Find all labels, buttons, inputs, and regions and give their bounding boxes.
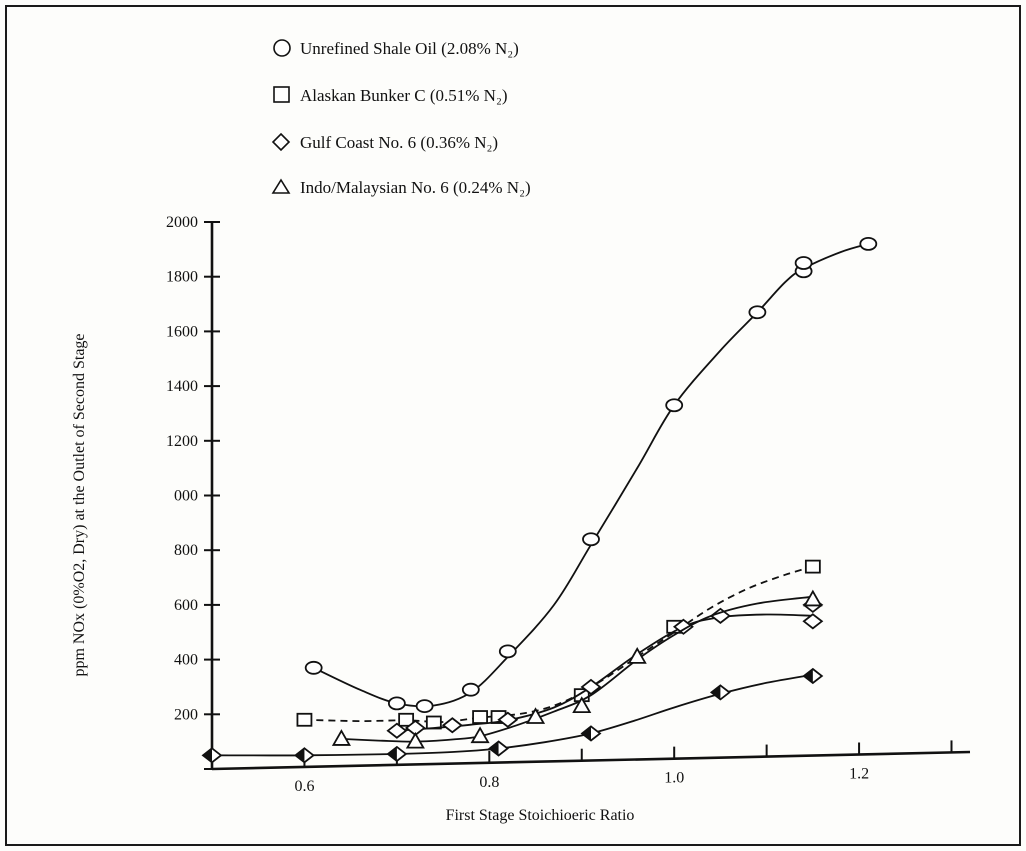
y-tick-label: 2000: [166, 214, 198, 231]
data-point-circle: [415, 699, 434, 713]
legend-triangle-marker: [271, 178, 291, 194]
y-tick-label: 200: [174, 706, 198, 723]
y-tick-label: 600: [174, 597, 198, 614]
legend-item-shale-oil: Unrefined Shale Oil (2.08% N₂): [273, 39, 519, 58]
data-point-diamond-half-fill: [295, 748, 305, 763]
y-tick-label: 800: [174, 542, 198, 559]
data-point-triangle: [525, 707, 546, 724]
legend-square-marker: [273, 86, 290, 103]
legend-label-indo-malaysian: Indo/Malaysian No. 6 (0.24% N₂): [300, 178, 531, 197]
x-tick-label: 0.6: [294, 778, 314, 795]
data-point-diamond: [672, 618, 694, 635]
x-tick-label: 1.0: [664, 770, 684, 787]
series-1: [296, 559, 821, 730]
data-point-diamond-half-fill: [387, 746, 397, 761]
legend-diamond-marker: [271, 132, 291, 152]
series-line: [313, 243, 869, 708]
series-line: [396, 613, 813, 732]
data-point-circle: [582, 532, 600, 547]
data-point-circle: [748, 305, 767, 320]
data-point-circle: [859, 236, 878, 251]
y-tick-label: 1800: [166, 269, 198, 286]
chart-legend: Unrefined Shale Oil (2.08% N₂) Alaskan B…: [271, 39, 531, 197]
legend-label-shale-oil: Unrefined Shale Oil (2.08% N₂): [300, 39, 519, 58]
data-point-diamond-half-fill: [203, 748, 212, 763]
data-point-diamond: [497, 711, 519, 728]
legend-circle-marker: [273, 39, 291, 57]
x-axis-title: First Stage Stoichioeric Ratio: [446, 807, 635, 824]
x-axis-ticks: 0.6 0.8 1.0 1.2: [294, 740, 953, 795]
data-point-square: [804, 559, 821, 574]
legend-label-alaskan-bunker: Alaskan Bunker C (0.51% N₂): [300, 86, 508, 105]
data-point-triangle: [627, 647, 647, 664]
data-point-square: [398, 712, 415, 727]
data-point-circle: [387, 696, 406, 711]
data-point-diamond-half-fill: [803, 669, 813, 684]
data-point-square: [472, 710, 488, 724]
data-point-triangle: [331, 729, 351, 746]
legend-item-indo-malaysian: Indo/Malaysian No. 6 (0.24% N₂): [271, 178, 531, 197]
data-point-circle: [794, 256, 813, 270]
data-point-diamond-half-fill: [711, 685, 721, 700]
legend-item-alaskan-bunker: Alaskan Bunker C (0.51% N₂): [273, 86, 508, 105]
data-point-diamond: [580, 678, 602, 696]
series-4: [201, 667, 824, 764]
data-point-triangle: [470, 726, 490, 744]
y-tick-label: 1200: [166, 433, 198, 450]
data-point-square: [296, 712, 313, 727]
x-tick-label: 1.2: [849, 765, 869, 782]
y-axis-ticks: 200 400 600 800 000 1200 1400 1600 1800 2000: [166, 214, 220, 770]
data-point-diamond: [802, 613, 824, 630]
y-tick-label: 000: [174, 488, 198, 505]
data-point-triangle: [572, 696, 592, 713]
data-point-triangle: [405, 731, 425, 749]
data-point-circle: [498, 644, 517, 659]
data-point-diamond: [386, 722, 408, 739]
data-point-diamond-half-fill: [489, 741, 499, 756]
figure-border: [5, 5, 1021, 846]
y-tick-label: 1400: [166, 378, 198, 395]
y-tick-label: 400: [174, 652, 198, 669]
series-0: [304, 236, 878, 713]
series-layer: [201, 236, 878, 764]
x-axis-line: [211, 750, 971, 771]
legend-item-gulf-coast: Gulf Coast No. 6 (0.36% N₂): [271, 132, 498, 152]
data-point-circle: [461, 682, 480, 697]
y-tick-label: 1600: [166, 323, 198, 340]
data-point-circle: [304, 660, 323, 675]
series-2: [386, 596, 824, 739]
data-point-triangle: [803, 589, 823, 607]
data-point-diamond-half-fill: [582, 726, 591, 741]
y-axis-title: ppm NOx (0%O2, Dry) at the Outlet of Sec…: [71, 333, 88, 676]
legend-label-gulf-coast: Gulf Coast No. 6 (0.36% N₂): [300, 133, 498, 152]
data-point-circle: [665, 398, 684, 413]
x-tick-label: 0.8: [479, 774, 499, 791]
data-point-diamond: [709, 607, 731, 624]
series-3: [331, 589, 823, 749]
data-point-diamond: [441, 717, 463, 734]
